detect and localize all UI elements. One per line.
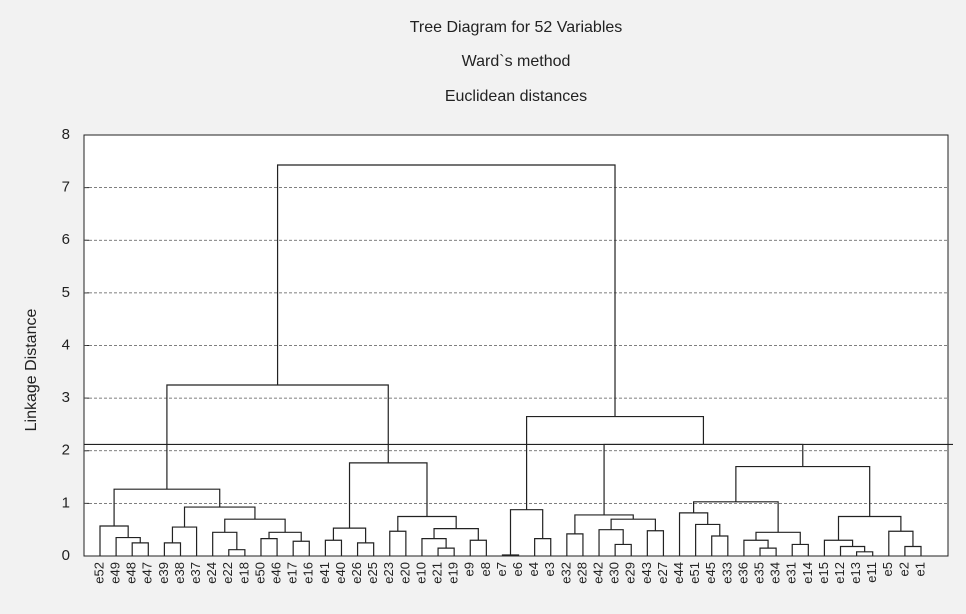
leaf-label: e47 bbox=[140, 562, 155, 584]
merge-link bbox=[99, 525, 129, 556]
leaf-label: e31 bbox=[784, 562, 799, 584]
leaf-label: e24 bbox=[204, 562, 219, 584]
y-tick-label: 5 bbox=[62, 284, 70, 301]
merge-link bbox=[823, 539, 854, 556]
merge-link bbox=[566, 533, 584, 556]
leaf-label: e20 bbox=[397, 562, 412, 584]
leaf-label: e1 bbox=[912, 562, 927, 576]
merge-link bbox=[501, 554, 520, 556]
y-tick-label: 0 bbox=[62, 547, 70, 564]
merge-link bbox=[574, 514, 634, 534]
y-tick-label: 8 bbox=[62, 126, 70, 143]
leaf-label: e39 bbox=[156, 562, 171, 584]
leaf-label: e22 bbox=[220, 562, 235, 584]
y-tick-label: 2 bbox=[62, 442, 70, 459]
leaf-label: e23 bbox=[381, 562, 396, 584]
leaf-label: e27 bbox=[655, 562, 670, 584]
merge-link bbox=[166, 384, 389, 490]
leaf-label: e35 bbox=[751, 562, 766, 584]
leaf-label: e32 bbox=[558, 562, 573, 584]
merge-link bbox=[839, 545, 866, 556]
merge-link bbox=[131, 542, 149, 556]
merge-link bbox=[324, 539, 343, 556]
chart-title: Tree Diagram for 52 Variables bbox=[410, 19, 623, 36]
merge-link bbox=[421, 538, 447, 556]
leaf-label: e6 bbox=[510, 562, 525, 576]
leaf-label: e33 bbox=[719, 562, 734, 584]
merge-link bbox=[904, 545, 922, 556]
merge-link bbox=[276, 164, 616, 417]
merge-link bbox=[212, 531, 238, 556]
leaf-label: e46 bbox=[269, 562, 284, 584]
leaf-label: e4 bbox=[526, 562, 541, 576]
merge-link bbox=[348, 462, 428, 529]
leaf-label: e18 bbox=[236, 562, 251, 584]
leaf-label: e44 bbox=[671, 562, 686, 584]
leaf-label: e34 bbox=[768, 562, 783, 584]
y-axis-label: Linkage Distance bbox=[23, 309, 40, 432]
leaf-label: e45 bbox=[703, 562, 718, 584]
merge-link bbox=[260, 538, 278, 556]
y-tick-label: 3 bbox=[62, 389, 70, 406]
merge-link bbox=[711, 535, 729, 556]
chart-subtitle: Ward`s method bbox=[462, 53, 571, 70]
leaf-label: e49 bbox=[108, 562, 123, 584]
y-tick-label: 7 bbox=[62, 179, 70, 196]
leaf-label: e42 bbox=[590, 562, 605, 584]
leaf-label: e52 bbox=[91, 562, 106, 584]
leaf-label: e29 bbox=[623, 562, 638, 584]
merge-link bbox=[743, 539, 769, 556]
merge-link bbox=[469, 539, 487, 556]
chart-subtitle: Euclidean distances bbox=[445, 88, 587, 105]
leaf-label: e50 bbox=[252, 562, 267, 584]
leaf-label: e26 bbox=[349, 562, 364, 584]
leaf-label: e30 bbox=[607, 562, 622, 584]
merge-link bbox=[332, 527, 367, 543]
merge-link bbox=[534, 538, 552, 556]
leaf-label: e40 bbox=[333, 562, 348, 584]
leaf-label: e36 bbox=[735, 562, 750, 584]
leaf-label: e7 bbox=[494, 562, 509, 576]
leaf-label: e38 bbox=[172, 562, 187, 584]
merge-link bbox=[755, 531, 801, 545]
leaf-label: e41 bbox=[317, 562, 332, 584]
leaf-label: e21 bbox=[429, 562, 444, 584]
leaf-label: e10 bbox=[413, 562, 428, 584]
leaf-label: e12 bbox=[832, 562, 847, 584]
merge-link bbox=[525, 415, 705, 510]
leaf-label: e43 bbox=[639, 562, 654, 584]
leaf-label: e5 bbox=[880, 562, 895, 576]
leaf-label: e17 bbox=[285, 562, 300, 584]
leaf-label: e37 bbox=[188, 562, 203, 584]
leaf-label: e15 bbox=[816, 562, 831, 584]
leaf-label: e9 bbox=[462, 562, 477, 576]
leaf-label: e2 bbox=[896, 562, 911, 576]
y-tick-label: 4 bbox=[62, 336, 70, 353]
leaf-label: e48 bbox=[124, 562, 139, 584]
y-tick-label: 6 bbox=[62, 231, 70, 248]
y-tick-label: 1 bbox=[62, 494, 70, 511]
leaf-label: e16 bbox=[301, 562, 316, 584]
merge-link bbox=[735, 465, 871, 517]
merge-link bbox=[598, 529, 624, 556]
leaf-label: e8 bbox=[478, 562, 493, 576]
merge-link bbox=[163, 542, 182, 556]
leaf-label: e51 bbox=[687, 562, 702, 584]
leaf-label: e28 bbox=[574, 562, 589, 584]
leaf-label: e14 bbox=[800, 562, 815, 584]
leaf-label: e19 bbox=[446, 562, 461, 584]
merge-link bbox=[356, 542, 375, 556]
merge-link bbox=[268, 531, 302, 542]
leaf-label: e11 bbox=[864, 562, 879, 583]
merge-link bbox=[183, 506, 256, 528]
leaf-label: e13 bbox=[848, 562, 863, 584]
leaf-label: e25 bbox=[365, 562, 380, 584]
leaf-label: e3 bbox=[542, 562, 557, 576]
